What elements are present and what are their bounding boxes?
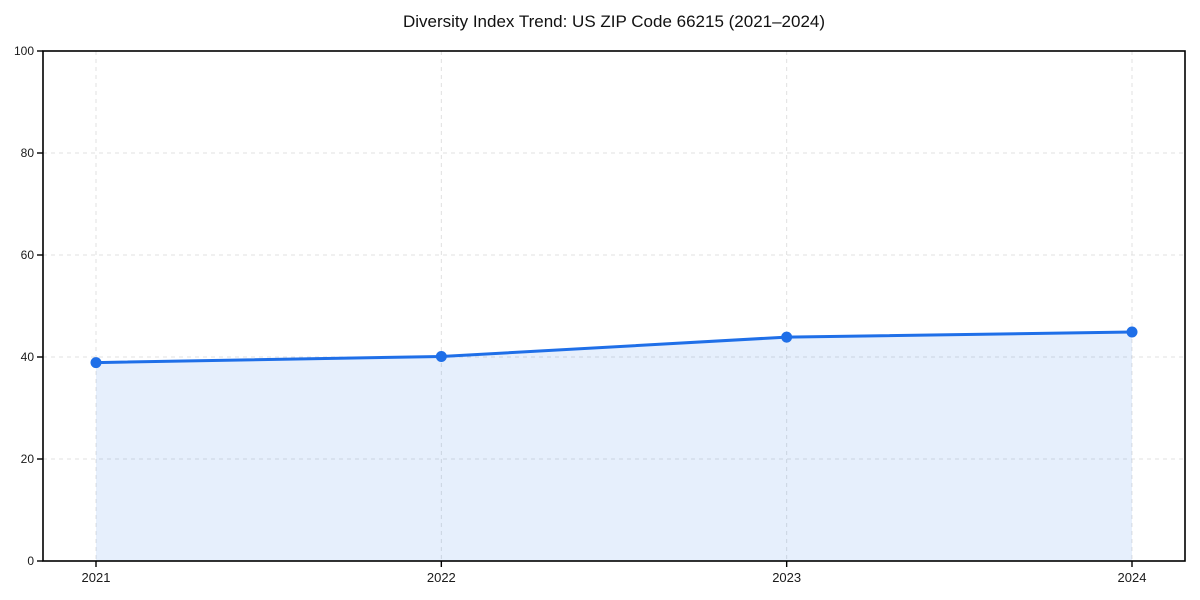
y-tick-label: 20 xyxy=(21,452,35,466)
trend-line xyxy=(94,330,1134,365)
y-tick-label: 40 xyxy=(21,350,35,364)
y-tick-label: 80 xyxy=(21,146,35,160)
y-tick-label: 60 xyxy=(21,248,35,262)
y-tick-label: 0 xyxy=(27,554,34,568)
plot-border xyxy=(42,50,1186,562)
data-point-2023 xyxy=(781,331,793,343)
chart-title: Diversity Index Trend: US ZIP Code 66215… xyxy=(403,12,825,31)
x-tick-label: 2022 xyxy=(427,570,456,585)
area-fill xyxy=(96,332,1132,561)
data-point-2021 xyxy=(90,357,102,369)
x-tick-label: 2021 xyxy=(82,570,111,585)
data-point-2024 xyxy=(1126,326,1138,338)
y-tick-label: 100 xyxy=(14,44,34,58)
x-tick-label: 2023 xyxy=(772,570,801,585)
x-tick-label: 2024 xyxy=(1118,570,1147,585)
data-point-2022 xyxy=(435,350,447,362)
plot-area: 0 20 40 60 80 100 2021 2022 2023 2024 xyxy=(14,44,1186,585)
